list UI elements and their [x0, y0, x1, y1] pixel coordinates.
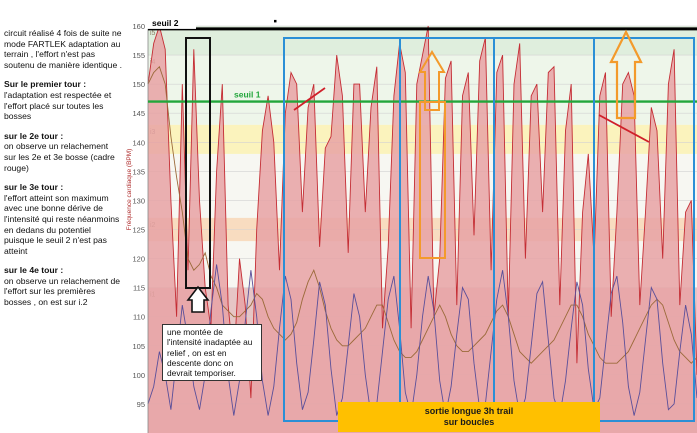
seuil-2-label: seuil 2	[152, 18, 179, 28]
callout-text: une montée de l'intensité inadaptée au r…	[167, 327, 253, 379]
seuil-1-label: seuil 1	[234, 90, 261, 100]
y-tick-label: 105	[132, 342, 145, 351]
seuil-2-label-bg	[146, 16, 196, 29]
heart-rate-area	[147, 24, 697, 433]
zone-i5	[148, 26, 697, 56]
altitude-line	[147, 65, 697, 364]
note-tour-3-text: l'effort atteint son maximum avec une bo…	[4, 192, 120, 256]
note-tour-3-title: sur le 3e tour :	[4, 182, 64, 193]
zone-label-i5: i5	[150, 30, 156, 37]
y-tick-label: 125	[132, 226, 145, 235]
note-tour-2: sur le 2e tour : on observe un relacheme…	[4, 131, 122, 173]
note-tour-4: sur le 4e tour : on observe un relacheme…	[4, 265, 122, 307]
y-tick-label: 115	[133, 284, 145, 293]
note-tour-2-text: on observe un relachement sur les 2e et …	[4, 141, 115, 173]
note-tour-1: Sur le premier tour : l'adaptation est r…	[4, 79, 122, 121]
note-tour-4-title: sur le 4e tour :	[4, 265, 64, 276]
callout-box: une montée de l'intensité inadaptée au r…	[162, 324, 262, 382]
y-tick-label: 95	[137, 400, 145, 409]
y-tick-label: 145	[132, 109, 145, 118]
y-tick-label: 110	[133, 313, 145, 322]
note-tour-1-title: Sur le premier tour :	[4, 79, 87, 90]
overlay-annotations: seuil 2 seuil 1	[146, 16, 697, 422]
y-tick-label: 155	[132, 51, 145, 60]
y-tick-label: 135	[132, 167, 145, 176]
note-intro: circuit réalisé 4 fois de suite ne mode …	[4, 28, 123, 70]
tour4-up-arrow-icon	[609, 29, 643, 120]
lap-box-4	[593, 37, 695, 422]
y-tick-label: 130	[132, 196, 145, 205]
heart-rate-chart: i5i4i3i2i1 95100105110115120125130135140…	[126, 16, 697, 433]
note-tour-4-text: on observe un relachement de l'effort su…	[4, 275, 121, 308]
y-axis-label: Fréquence cardiaque (BPM)	[126, 149, 133, 231]
tour2-rise-marker	[293, 87, 326, 111]
y-tick-label: 100	[132, 371, 145, 380]
summary-banner: sortie longue 3h trail sur boucles	[338, 402, 600, 432]
left-notes: circuit réalisé 4 fois de suite ne mode …	[4, 28, 122, 317]
anomaly-arrow-icon	[186, 285, 210, 313]
note-tour-3: sur le 3e tour : l'effort atteint son ma…	[4, 182, 122, 256]
y-axis: 95 100 105 110 115 120 125 130 135 140 145 150 155 16…	[126, 22, 149, 433]
y-tick-label: 160	[132, 22, 145, 31]
heart-rate-line	[147, 24, 697, 399]
tour3-up-arrow-icon	[418, 50, 446, 111]
heart-rate-fill	[148, 26, 697, 433]
y-tick-label: 140	[132, 138, 145, 147]
note-tour-1-text: l'adaptation est respectée et l'effort p…	[4, 89, 112, 122]
y-tick-label: 120	[132, 255, 145, 264]
y-tick-label: 150	[132, 80, 145, 89]
tour3-orange-box	[419, 101, 446, 259]
tour4-drop-marker	[598, 114, 650, 143]
banner-line-1: sortie longue 3h trail	[424, 406, 514, 416]
banner-line-2: sur boucles	[443, 417, 495, 427]
seuil-2-dot	[274, 19, 277, 23]
note-tour-2-title: sur le 2e tour :	[4, 130, 64, 141]
